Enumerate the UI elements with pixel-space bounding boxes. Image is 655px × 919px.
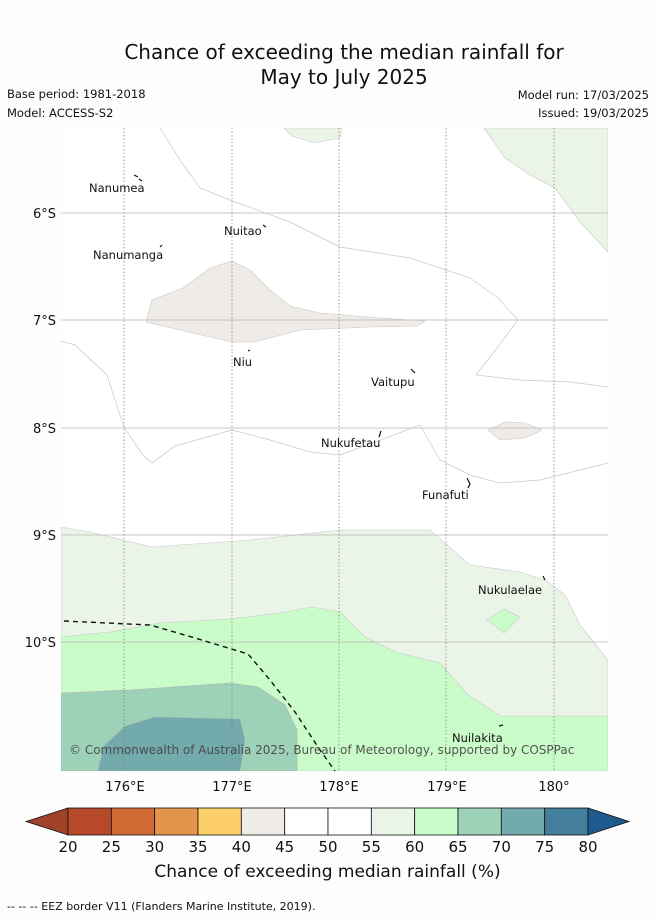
title-line-2: May to July 2025 (260, 65, 428, 89)
colorbar: 20 25 30 35 40 45 50 55 60 65 70 75 80 (24, 807, 631, 856)
colorbar-segment (284, 807, 329, 836)
colorbar-tick-label: 80 (578, 838, 597, 856)
title-line-1: Chance of exceeding the median rainfall … (124, 40, 564, 64)
colorbar-tick-label: 55 (362, 838, 381, 856)
lon-label-176e: 176°E (105, 780, 145, 795)
island-label-nanumea: Nanumea (89, 181, 145, 195)
copyright-notice: © Commonwealth of Australia 2025, Bureau… (69, 743, 574, 757)
colorbar-segment (67, 807, 112, 836)
island-label-nukulaelae: Nukulaelae (478, 583, 542, 597)
island-labels: Nanumea Nuitao Nanumanga Niu Vaitupu Nuk… (89, 181, 542, 745)
base-period: Base period: 1981-2018 (7, 87, 146, 101)
lon-label-180: 180° (538, 780, 569, 795)
model-name: Model: ACCESS-S2 (7, 106, 114, 120)
colorbar-segment (414, 807, 459, 836)
map-gridlines (61, 128, 608, 771)
lat-label-9s: 9°S (33, 529, 56, 544)
lat-label-7s: 7°S (33, 314, 56, 329)
colorbar-tick-label: 65 (448, 838, 467, 856)
colorbar-over-arrow (587, 807, 631, 836)
colorbar-tick-label: 50 (318, 838, 337, 856)
lon-label-178e: 178°E (319, 780, 359, 795)
colorbar-segment (110, 807, 156, 836)
colorbar-segment (500, 807, 546, 836)
lat-label-8s: 8°S (33, 422, 56, 437)
lat-label-10s: 10°S (25, 636, 56, 651)
lon-label-179e: 179°E (427, 780, 467, 795)
colorbar-tick-label: 75 (535, 838, 554, 856)
colorbar-under-arrow (24, 807, 69, 836)
eez-footnote: -- -- -- EEZ border V11 (Flanders Marine… (7, 900, 316, 913)
colorbar-segment (240, 807, 286, 836)
model-run: Model run: 17/03/2025 (517, 88, 649, 102)
island-label-funafuti: Funafuti (422, 488, 469, 502)
probability-contours (61, 128, 608, 771)
island-label-nuilakita: Nuilakita (452, 731, 503, 745)
island-label-nuitao: Nuitao (224, 224, 262, 238)
colorbar-label: Chance of exceeding median rainfall (%) (154, 862, 501, 882)
colorbar-segment (154, 807, 199, 836)
lon-label-177e: 177°E (212, 780, 252, 795)
eez-border (63, 620, 336, 772)
colorbar-tick-label: 20 (58, 838, 77, 856)
colorbar-segment (197, 807, 242, 836)
colorbar-segment (457, 807, 502, 836)
colorbar-segment (327, 807, 372, 836)
colorbar-tick-label: 25 (102, 838, 121, 856)
colorbar-tick-label: 70 (492, 838, 511, 856)
longitude-labels: 176°E 177°E 178°E 179°E 180° (105, 780, 569, 795)
colorbar-tick-label: 35 (188, 838, 207, 856)
island-label-nanumanga: Nanumanga (93, 248, 163, 262)
latitude-labels: 6°S 7°S 8°S 9°S 10°S (25, 207, 56, 651)
island-label-vaitupu: Vaitupu (371, 375, 415, 389)
island-label-nukufetau: Nukufetau (321, 436, 380, 450)
colorbar-tick-label: 45 (275, 838, 294, 856)
colorbar-tick-label: 30 (145, 838, 164, 856)
island-outlines (133, 174, 546, 727)
issued-date: Issued: 19/03/2025 (538, 106, 649, 120)
colorbar-tick-label: 60 (405, 838, 424, 856)
lat-label-6s: 6°S (33, 207, 56, 222)
chart-title: Chance of exceeding the median rainfall … (0, 40, 655, 90)
colorbar-segment (370, 807, 416, 836)
colorbar-segment (544, 807, 589, 836)
colorbar-tick-label: 40 (232, 838, 251, 856)
island-label-niu: Niu (233, 355, 252, 369)
